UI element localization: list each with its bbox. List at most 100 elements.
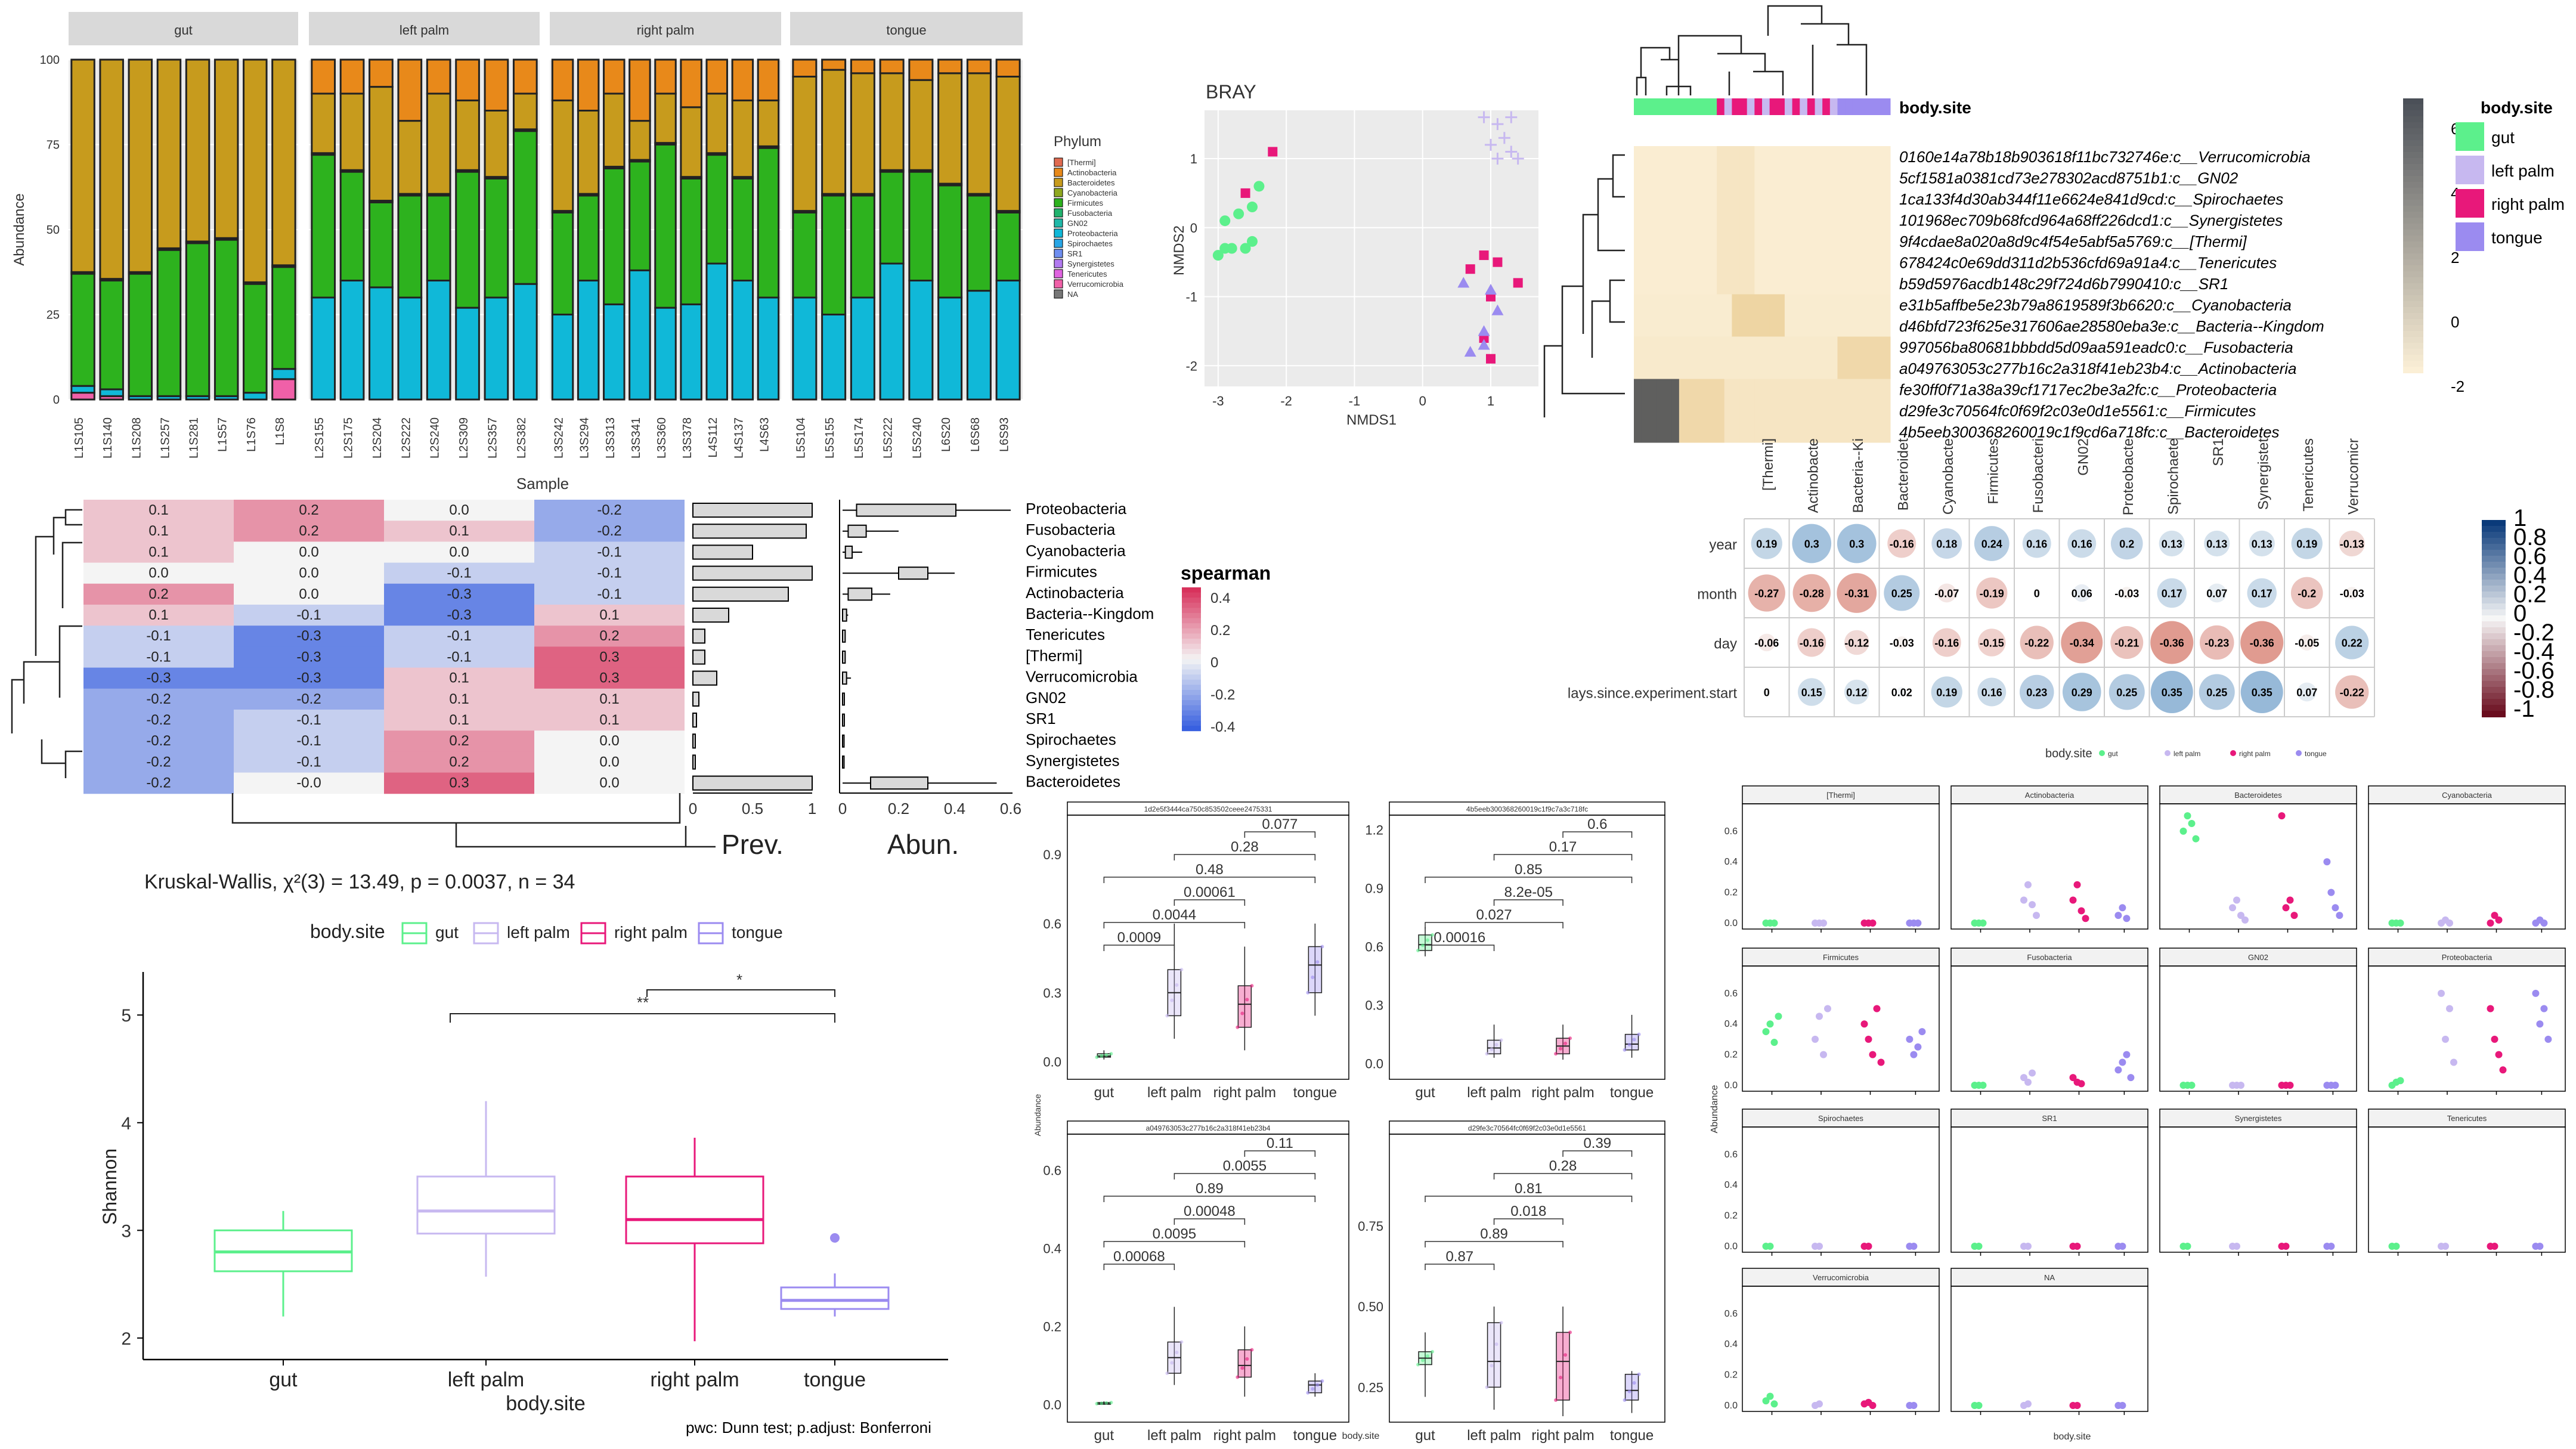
heat-cell bbox=[1777, 400, 1785, 422]
heat-cell bbox=[1686, 273, 1695, 295]
heat-cell bbox=[1875, 379, 1883, 401]
colorbar-step bbox=[2482, 663, 2506, 670]
annotation-cell bbox=[1686, 98, 1695, 115]
bar-segment bbox=[99, 280, 124, 391]
heat-cell bbox=[1860, 294, 1868, 316]
heat-cell bbox=[1747, 167, 1755, 189]
spearman-cell bbox=[534, 751, 685, 773]
heat-cell bbox=[1784, 146, 1793, 168]
x-tick: 0 bbox=[1419, 394, 1426, 408]
heat-cell bbox=[1837, 358, 1846, 379]
y-tick: 0.9 bbox=[1365, 881, 1383, 896]
corr-dot bbox=[2022, 529, 2051, 558]
jitter-point bbox=[1315, 1383, 1320, 1387]
heat-cell bbox=[1837, 315, 1846, 337]
heat-cell bbox=[1701, 421, 1710, 443]
spearman-cell bbox=[534, 626, 685, 647]
heat-cell bbox=[1883, 379, 1891, 401]
corr-col-label: Cyanobacte bbox=[1940, 438, 1956, 515]
dot-point bbox=[1820, 919, 1827, 927]
bar-segment bbox=[757, 296, 780, 401]
legend-swatch bbox=[1054, 178, 1063, 187]
dot-point bbox=[1770, 1039, 1778, 1046]
heat-cell bbox=[1822, 188, 1831, 210]
spearman-value: 0.0 bbox=[599, 754, 619, 770]
heat-cell bbox=[1800, 315, 1808, 337]
heat-cell bbox=[1694, 379, 1702, 401]
colorbar-tick: -0.2 bbox=[2513, 620, 2555, 646]
bar-segment bbox=[731, 58, 754, 101]
y-tick: 0.0 bbox=[1043, 1397, 1061, 1412]
heat-cell bbox=[1837, 252, 1846, 274]
heat-cell bbox=[1686, 252, 1695, 274]
heat-cell bbox=[1732, 358, 1740, 379]
legend-swatch bbox=[1054, 198, 1063, 208]
jitter-point bbox=[1421, 1358, 1425, 1363]
heat-cell bbox=[1777, 336, 1785, 358]
heat-cell bbox=[1837, 273, 1846, 295]
dot-point bbox=[2127, 1074, 2135, 1082]
scale-step bbox=[2403, 265, 2423, 272]
heat-cell bbox=[1815, 379, 1823, 401]
phylum-label: Cyanobacteria bbox=[1026, 541, 1126, 559]
jitter-point bbox=[1109, 1401, 1113, 1405]
heat-cell bbox=[1792, 231, 1800, 252]
corr-row-label: day bbox=[1714, 636, 1737, 652]
prev-tick: 1 bbox=[808, 800, 816, 818]
heat-cell bbox=[1701, 358, 1710, 379]
heat-cell bbox=[1829, 231, 1838, 252]
spearman-scale-step bbox=[1182, 659, 1201, 665]
spearman-value: 0.1 bbox=[599, 712, 619, 728]
sample-tick: L1S140 bbox=[101, 417, 114, 459]
heat-cell bbox=[1679, 209, 1688, 231]
corr-dot bbox=[1976, 577, 2008, 609]
heat-cell bbox=[1777, 273, 1785, 295]
x-tick: right palm bbox=[650, 1368, 739, 1391]
heat-cell bbox=[1807, 252, 1816, 274]
annotation-cell bbox=[1777, 98, 1785, 115]
corr-dot bbox=[2061, 621, 2103, 664]
corr-dot bbox=[1837, 573, 1877, 613]
colorbar-step bbox=[2482, 532, 2506, 538]
scale-step bbox=[2403, 253, 2423, 260]
bar-segment bbox=[879, 171, 905, 265]
facet-label: GN02 bbox=[2248, 953, 2268, 962]
facet-strip bbox=[2159, 785, 2357, 804]
sample-tick: L2S240 bbox=[429, 417, 442, 459]
spearman-cell bbox=[83, 710, 234, 731]
heat-cell bbox=[1649, 273, 1657, 295]
heat-cell bbox=[1747, 146, 1755, 168]
corr-value: 0 bbox=[2034, 588, 2040, 600]
spearman-value: 0.3 bbox=[449, 775, 469, 791]
colorbar-step bbox=[2482, 609, 2506, 616]
colorbar-tick: 1 bbox=[2513, 505, 2527, 531]
jitter-point bbox=[1165, 1371, 1169, 1375]
heat-cell bbox=[1800, 336, 1808, 358]
heat-cell bbox=[1686, 188, 1695, 210]
heat-cell bbox=[1701, 336, 1710, 358]
dot-point bbox=[2397, 919, 2404, 927]
spearman-value: -0.2 bbox=[597, 502, 621, 518]
bar-segment bbox=[908, 58, 934, 81]
heat-cell bbox=[1724, 167, 1732, 189]
heat-cell bbox=[1883, 209, 1891, 231]
box bbox=[1487, 1322, 1501, 1388]
jitter-point bbox=[1100, 1401, 1104, 1405]
gut-point bbox=[1233, 208, 1244, 219]
facet-strip bbox=[69, 12, 298, 45]
spearman-scale-step bbox=[1182, 700, 1201, 706]
spearman-value: -0.1 bbox=[296, 733, 321, 749]
bracket bbox=[1174, 1218, 1246, 1225]
column-dendrogram bbox=[1636, 5, 1868, 95]
bar-segment bbox=[792, 76, 818, 212]
bracket bbox=[1103, 1241, 1246, 1247]
heat-cell bbox=[1868, 252, 1876, 274]
colorbar-step bbox=[2482, 681, 2506, 688]
heat-cell bbox=[1769, 358, 1778, 379]
heat-cell bbox=[1739, 358, 1748, 379]
dot-point bbox=[1820, 1051, 1827, 1058]
heat-cell bbox=[1762, 188, 1770, 210]
heat-cell bbox=[1815, 400, 1823, 422]
dot-point bbox=[2184, 1243, 2191, 1250]
